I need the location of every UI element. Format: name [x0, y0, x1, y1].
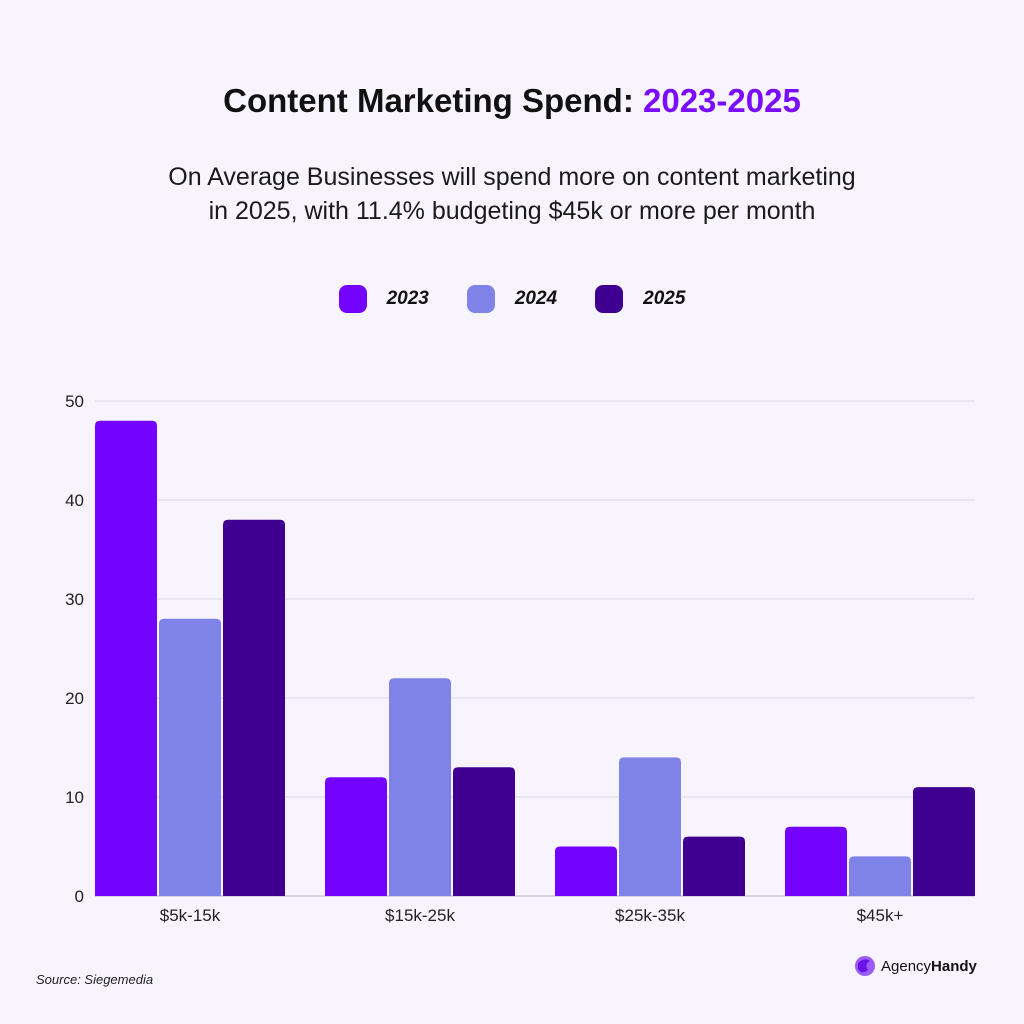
bar-2024 [389, 678, 451, 896]
bar-2023 [555, 846, 617, 896]
y-tick-label: 50 [65, 392, 84, 411]
bar-2024 [159, 618, 221, 896]
bar-2025 [683, 836, 745, 896]
legend-item-2023: 2023 [338, 285, 429, 313]
legend-swatch [338, 285, 367, 313]
legend-swatch [595, 285, 624, 313]
legend-swatch [466, 285, 495, 313]
bar-2025 [223, 519, 285, 896]
bar-2025 [913, 787, 975, 896]
legend-item-2024: 2024 [466, 285, 558, 313]
subtitle-line-1: On Average Businesses will spend more on… [168, 163, 856, 191]
bar-2024 [849, 856, 911, 896]
chart-title: Content Marketing Spend: 2023-2025 [0, 82, 1024, 120]
bar-2024 [619, 757, 681, 896]
y-tick-label: 30 [65, 590, 84, 609]
bar-2023 [95, 420, 157, 896]
agencyhandy-logo: Agency Handy [854, 955, 977, 977]
bar-2023 [325, 777, 387, 896]
x-tick-label: $15k-25k [385, 906, 455, 925]
y-tick-label: 40 [65, 491, 84, 510]
title-main: Content Marketing Spend: [223, 82, 643, 119]
source-note: Source: Siegemedia [36, 972, 154, 987]
bar-2025 [453, 767, 515, 896]
x-tick-label: $25k-35k [615, 906, 685, 925]
logo-text-agency: Agency [881, 957, 932, 975]
bar-2023 [785, 826, 847, 896]
logo-icon [855, 956, 875, 976]
logo-text-handy: Handy [931, 957, 977, 975]
legend-label: 2024 [514, 288, 558, 309]
legend-item-2025: 2025 [595, 285, 685, 313]
title-accent: 2023-2025 [643, 82, 801, 119]
chart-subtitle: On Average Businesses will spend more on… [0, 160, 1024, 228]
y-tick-label: 0 [75, 887, 84, 906]
x-tick-label: $5k-15k [160, 906, 221, 925]
y-tick-label: 20 [65, 689, 84, 708]
legend: 2023 2024 2025 [0, 285, 1024, 313]
x-tick-label: $45k+ [857, 906, 904, 925]
y-tick-label: 10 [65, 788, 84, 807]
legend-label: 2025 [643, 288, 686, 309]
subtitle-line-2: in 2025, with 11.4% budgeting $45k or mo… [208, 197, 816, 225]
legend-label: 2023 [386, 288, 429, 309]
